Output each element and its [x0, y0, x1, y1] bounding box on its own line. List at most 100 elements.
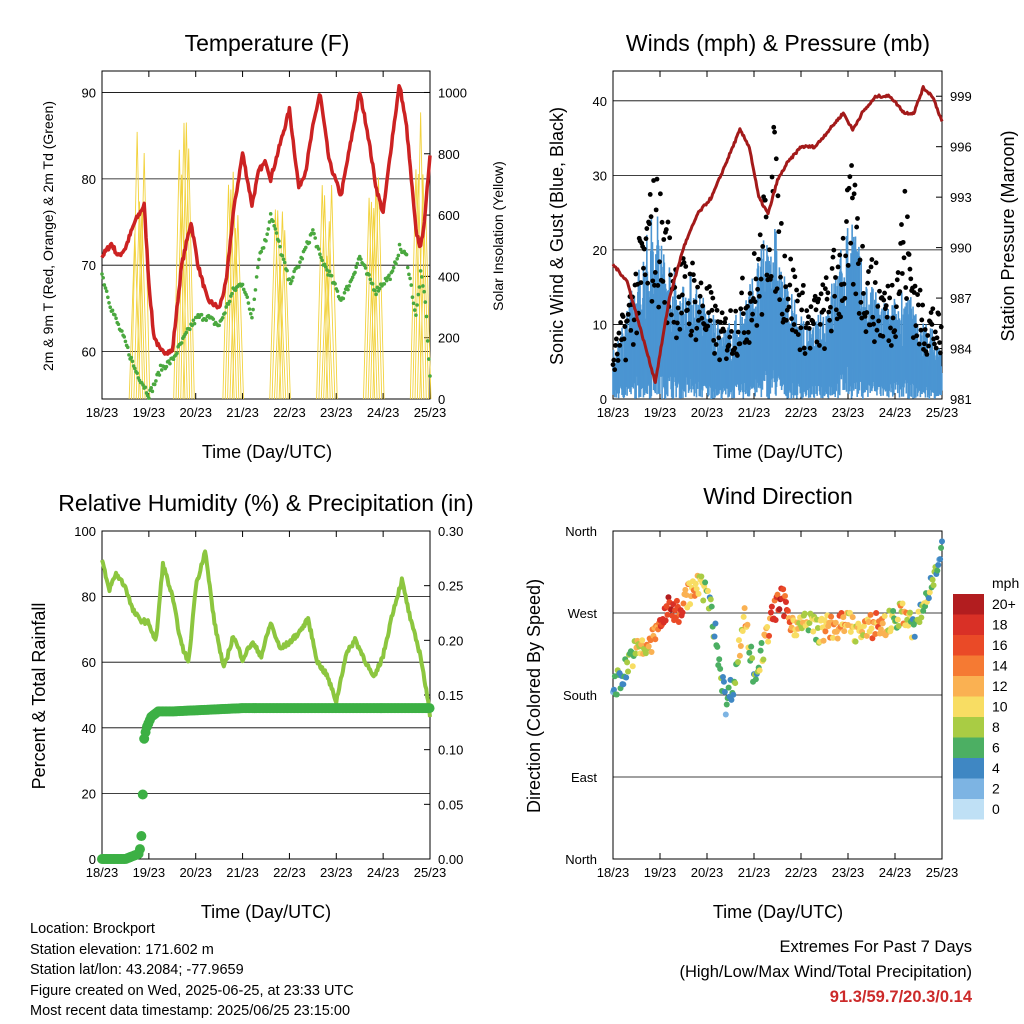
solar-insolation-line: [372, 177, 385, 400]
wind-gust-point: [786, 304, 792, 310]
temperature-panel: Temperature (F) 2m & 9m T (Red, Orange) …: [40, 30, 506, 462]
x-tick-label: 21/23: [226, 405, 259, 420]
dewpoint-point: [100, 272, 104, 276]
wind-gust-point: [723, 316, 728, 321]
x-tick-label: 18/23: [86, 865, 119, 880]
dewpoint-point: [184, 330, 189, 335]
dewpoint-point: [367, 273, 371, 277]
temperature-ylabel-right: Solar Insolation (Yellow): [490, 161, 506, 311]
dewpoint-point: [311, 228, 315, 232]
wind-gust-point: [791, 322, 797, 327]
wind-gust-point: [663, 227, 669, 232]
speed-legend-label: 6: [992, 740, 1000, 756]
wind-gust-point: [685, 307, 690, 313]
dewpoint-point: [285, 268, 289, 273]
x-tick-label: 18/23: [597, 405, 630, 420]
direction-point: [625, 668, 632, 675]
direction-point: [707, 596, 714, 603]
wind-gust-point: [652, 270, 658, 275]
direction-point: [708, 603, 715, 610]
speed-legend-label: 14: [992, 658, 1008, 674]
wind-gust-point: [695, 284, 700, 290]
wind-gust-point: [739, 290, 744, 296]
dewpoint-point: [204, 318, 209, 323]
dewpoint-point: [223, 311, 227, 315]
wind-gust-point: [643, 236, 649, 242]
wind-gust-point: [814, 339, 820, 345]
figure-created: Figure created on Wed, 2025-06-25, at 23…: [30, 982, 354, 999]
wind-gust-point: [800, 290, 805, 296]
speed-legend-label: 20+: [992, 596, 1016, 612]
dewpoint-point: [271, 219, 275, 224]
wind-gust-point: [854, 224, 860, 230]
speed-legend-swatch: [953, 717, 984, 738]
dewpoint-point: [106, 295, 110, 300]
y-tick-label-right: 987: [950, 291, 972, 306]
dewpoint-point: [424, 314, 429, 319]
solar-insolation-line: [229, 228, 242, 400]
wind-gust-point: [665, 219, 671, 225]
wind-gust-point: [757, 232, 763, 238]
solar-insolation-line: [182, 148, 195, 400]
wind-gust-point: [825, 290, 831, 296]
y-tick-label-left: 40: [593, 94, 607, 109]
wind-gust-point: [915, 292, 920, 297]
dewpoint-point: [395, 256, 400, 261]
dewpoint-point: [125, 345, 130, 350]
wind-gust-point: [650, 278, 656, 284]
wind-gust-point: [660, 278, 666, 284]
wind-gust-point: [682, 274, 688, 279]
speed-legend-label: 12: [992, 678, 1008, 694]
wind-gust-point: [874, 327, 880, 333]
solar-insolation-line: [320, 255, 333, 400]
extremes-box: Extremes For Past 7 Days (High/Low/Max W…: [679, 935, 972, 1010]
dewpoint-point: [257, 257, 261, 262]
dewpoint-point: [397, 242, 402, 247]
wind-gust-point: [686, 321, 692, 327]
direction-point: [772, 617, 779, 624]
wind-gust-point: [746, 340, 752, 345]
direction-point: [758, 639, 765, 646]
wind-gust-point: [628, 327, 634, 333]
wind-gust-point: [685, 300, 691, 306]
dewpoint-point: [307, 240, 312, 245]
y-tick-label-left: 40: [82, 721, 96, 736]
wind-gust-point: [679, 310, 684, 316]
wind-gust-point: [831, 247, 837, 253]
x-tick-label: 19/23: [133, 405, 166, 420]
speed-legend-title: mph: [992, 575, 1019, 591]
dewpoint-point: [159, 368, 164, 372]
direction-point: [793, 632, 800, 639]
direction-point: [894, 616, 901, 623]
dewpoint-point: [329, 273, 334, 278]
dewpoint-point: [123, 339, 128, 344]
wind-gust-point: [856, 311, 862, 316]
wind-gust-point: [887, 295, 893, 301]
direction-point: [865, 619, 872, 626]
direction-point: [774, 591, 781, 598]
direction-ylabel-left: Direction (Colored By Speed): [524, 579, 544, 813]
direction-point: [680, 600, 687, 607]
direction-point: [700, 597, 707, 604]
direction-point: [760, 656, 767, 663]
dewpoint-point: [409, 283, 414, 287]
direction-point: [877, 626, 884, 633]
y-tick-label-left: East: [571, 770, 597, 785]
solar-insolation-line: [323, 221, 336, 400]
wind-gust-point: [876, 318, 882, 324]
solar-insolation-line: [363, 197, 376, 400]
dewpoint-point: [350, 275, 355, 280]
wind-gust-point: [798, 325, 804, 331]
direction-point: [756, 667, 763, 674]
direction-point: [832, 619, 839, 626]
wind-gust-point: [820, 282, 826, 288]
dewpoint-point: [267, 220, 272, 224]
dewpoint-point: [304, 245, 308, 250]
dewpoint-point: [127, 353, 131, 357]
dewpoint-point: [252, 297, 257, 302]
wind-gust-point: [813, 307, 819, 313]
x-tick-label: 18/23: [597, 865, 630, 880]
direction-point: [863, 632, 870, 639]
direction-panel: Wind Direction Direction (Colored By Spe…: [524, 483, 1019, 922]
dewpoint-point: [359, 257, 363, 261]
